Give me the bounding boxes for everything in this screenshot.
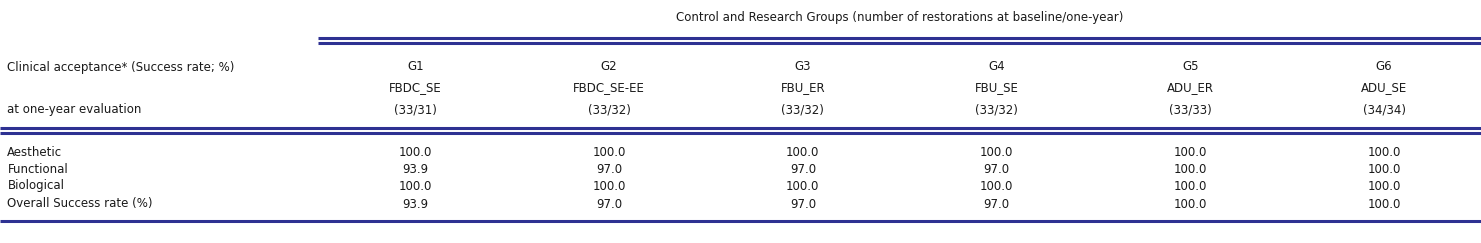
Text: at one-year evaluation: at one-year evaluation [7, 104, 142, 116]
Text: Clinical acceptance* (Success rate; %): Clinical acceptance* (Success rate; %) [7, 61, 235, 73]
Text: 100.0: 100.0 [786, 146, 819, 158]
Text: G4: G4 [988, 61, 1006, 73]
Text: 97.0: 97.0 [789, 198, 816, 210]
Text: (33/31): (33/31) [394, 104, 437, 116]
Text: 100.0: 100.0 [592, 146, 626, 158]
Text: 100.0: 100.0 [1173, 198, 1207, 210]
Text: 100.0: 100.0 [1367, 180, 1401, 192]
Text: G3: G3 [795, 61, 812, 73]
Text: 100.0: 100.0 [980, 180, 1013, 192]
Text: 97.0: 97.0 [983, 198, 1010, 210]
Text: ADU_SE: ADU_SE [1361, 81, 1407, 95]
Text: Control and Research Groups (number of restorations at baseline/one-year): Control and Research Groups (number of r… [675, 11, 1124, 25]
Text: FBDC_SE-EE: FBDC_SE-EE [573, 81, 646, 95]
Text: FBU_SE: FBU_SE [974, 81, 1019, 95]
Text: 100.0: 100.0 [1173, 180, 1207, 192]
Text: 93.9: 93.9 [403, 163, 428, 175]
Text: G6: G6 [1376, 61, 1392, 73]
Text: 100.0: 100.0 [1367, 163, 1401, 175]
Text: 93.9: 93.9 [403, 198, 428, 210]
Text: 100.0: 100.0 [980, 146, 1013, 158]
Text: Aesthetic: Aesthetic [7, 146, 62, 158]
Text: 100.0: 100.0 [1367, 146, 1401, 158]
Text: (33/32): (33/32) [588, 104, 631, 116]
Text: FBDC_SE: FBDC_SE [390, 81, 441, 95]
Text: (33/32): (33/32) [782, 104, 825, 116]
Text: 100.0: 100.0 [1173, 163, 1207, 175]
Text: (34/34): (34/34) [1363, 104, 1405, 116]
Text: 97.0: 97.0 [595, 198, 622, 210]
Text: 97.0: 97.0 [983, 163, 1010, 175]
Text: 100.0: 100.0 [1367, 198, 1401, 210]
Text: 100.0: 100.0 [398, 180, 432, 192]
Text: Overall Success rate (%): Overall Success rate (%) [7, 198, 153, 210]
Text: 97.0: 97.0 [595, 163, 622, 175]
Text: 100.0: 100.0 [1173, 146, 1207, 158]
Text: FBU_ER: FBU_ER [780, 81, 825, 95]
Text: G1: G1 [407, 61, 424, 73]
Text: (33/33): (33/33) [1169, 104, 1211, 116]
Text: 100.0: 100.0 [398, 146, 432, 158]
Text: G5: G5 [1182, 61, 1198, 73]
Text: (33/32): (33/32) [974, 104, 1017, 116]
Text: 97.0: 97.0 [789, 163, 816, 175]
Text: G2: G2 [601, 61, 618, 73]
Text: ADU_ER: ADU_ER [1167, 81, 1214, 95]
Text: Functional: Functional [7, 163, 68, 175]
Text: 100.0: 100.0 [786, 180, 819, 192]
Text: 100.0: 100.0 [592, 180, 626, 192]
Text: Biological: Biological [7, 180, 64, 192]
